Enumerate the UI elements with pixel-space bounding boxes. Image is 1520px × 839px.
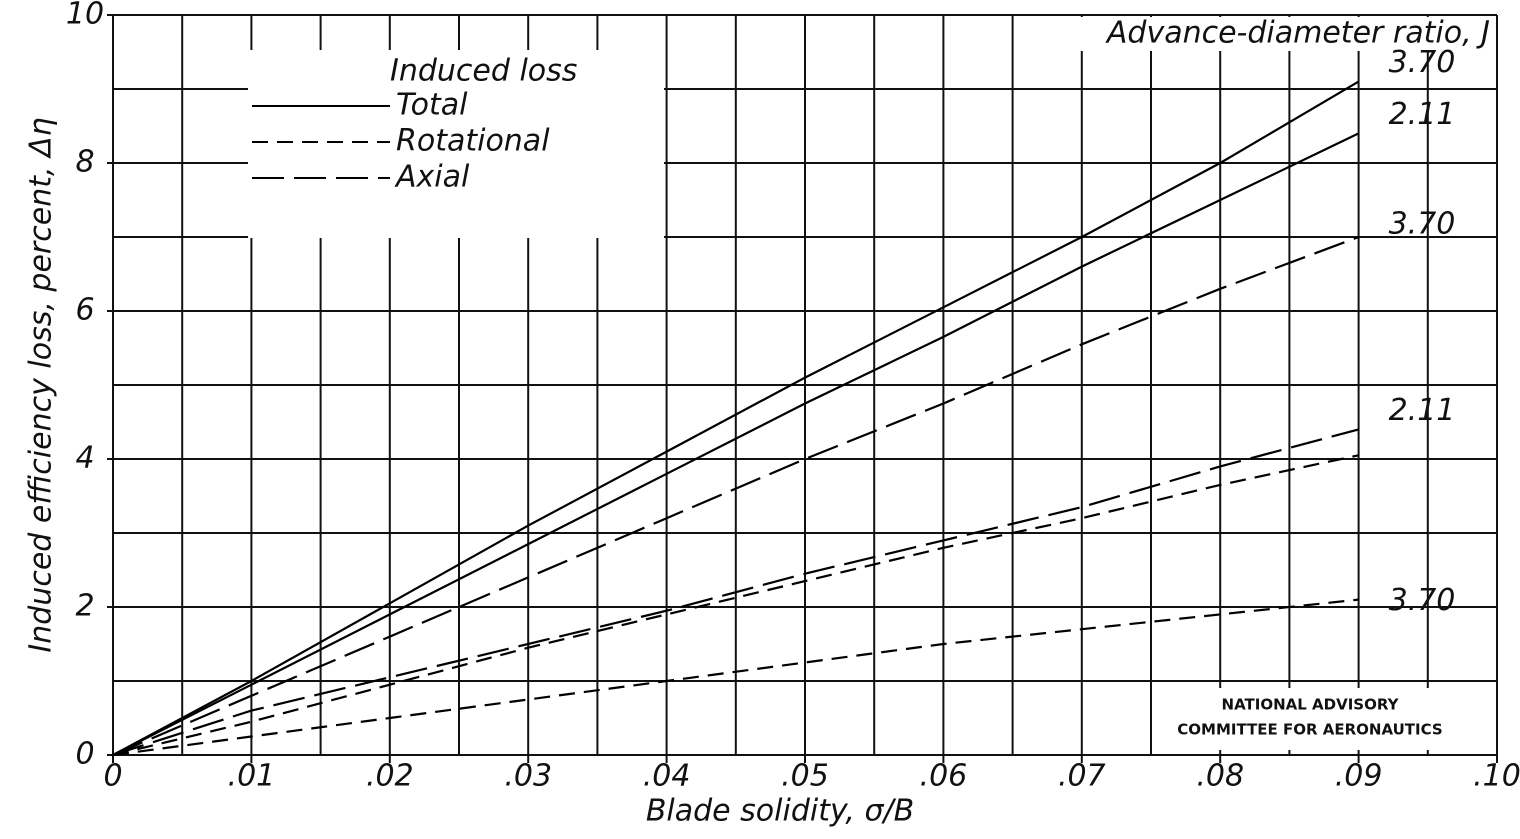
x-tick-label: .06 bbox=[920, 759, 968, 794]
y-axis-title: Induced efficiency loss, percent, Δη bbox=[24, 117, 59, 652]
curve bbox=[112, 235, 1359, 757]
y-tick-label: 0 bbox=[75, 737, 94, 772]
y-tick-label: 8 bbox=[75, 145, 94, 180]
label-title-box bbox=[1030, 17, 1495, 51]
legend-box bbox=[248, 50, 664, 238]
curve bbox=[112, 80, 1360, 756]
legend-title: Induced loss bbox=[390, 54, 577, 89]
curve bbox=[112, 598, 1359, 757]
y-tick-label: 10 bbox=[66, 0, 104, 32]
curve bbox=[112, 428, 1359, 757]
x-tick-label: .02 bbox=[366, 759, 414, 794]
x-tick-label: .09 bbox=[1335, 759, 1383, 794]
legend-label: Rotational bbox=[396, 124, 550, 159]
x-tick-label: 0 bbox=[103, 759, 122, 794]
y-tick-label: 2 bbox=[75, 589, 94, 624]
curve bbox=[112, 132, 1360, 756]
x-tick-label: .07 bbox=[1058, 759, 1106, 794]
curve-label-title: Advance-diameter ratio, J bbox=[1105, 16, 1490, 51]
x-axis-title: Blade solidity, σ/B bbox=[646, 794, 914, 829]
x-tick-label: .04 bbox=[643, 759, 691, 794]
credit: COMMITTEE FOR AERONAUTICS bbox=[1177, 721, 1442, 739]
legend-label: Axial bbox=[394, 160, 470, 195]
credit-box bbox=[1165, 688, 1455, 750]
legend-label: Total bbox=[396, 88, 468, 123]
x-tick-label: .01 bbox=[228, 759, 276, 794]
curve-label: 3.70 bbox=[1389, 583, 1456, 618]
curve-label: 2.11 bbox=[1389, 393, 1456, 428]
curve-label: 2.11 bbox=[1389, 97, 1456, 132]
y-tick-label: 4 bbox=[75, 441, 94, 476]
curve-label: 3.70 bbox=[1389, 207, 1456, 242]
y-tick-label: 6 bbox=[75, 293, 94, 328]
x-tick-label: .03 bbox=[504, 759, 552, 794]
x-tick-label: .08 bbox=[1196, 759, 1244, 794]
curve bbox=[112, 454, 1359, 757]
credit: NATIONAL ADVISORY bbox=[1222, 696, 1400, 714]
curve-label: 3.70 bbox=[1389, 45, 1456, 80]
x-tick-label: .10 bbox=[1473, 759, 1520, 794]
x-tick-label: .05 bbox=[781, 759, 829, 794]
